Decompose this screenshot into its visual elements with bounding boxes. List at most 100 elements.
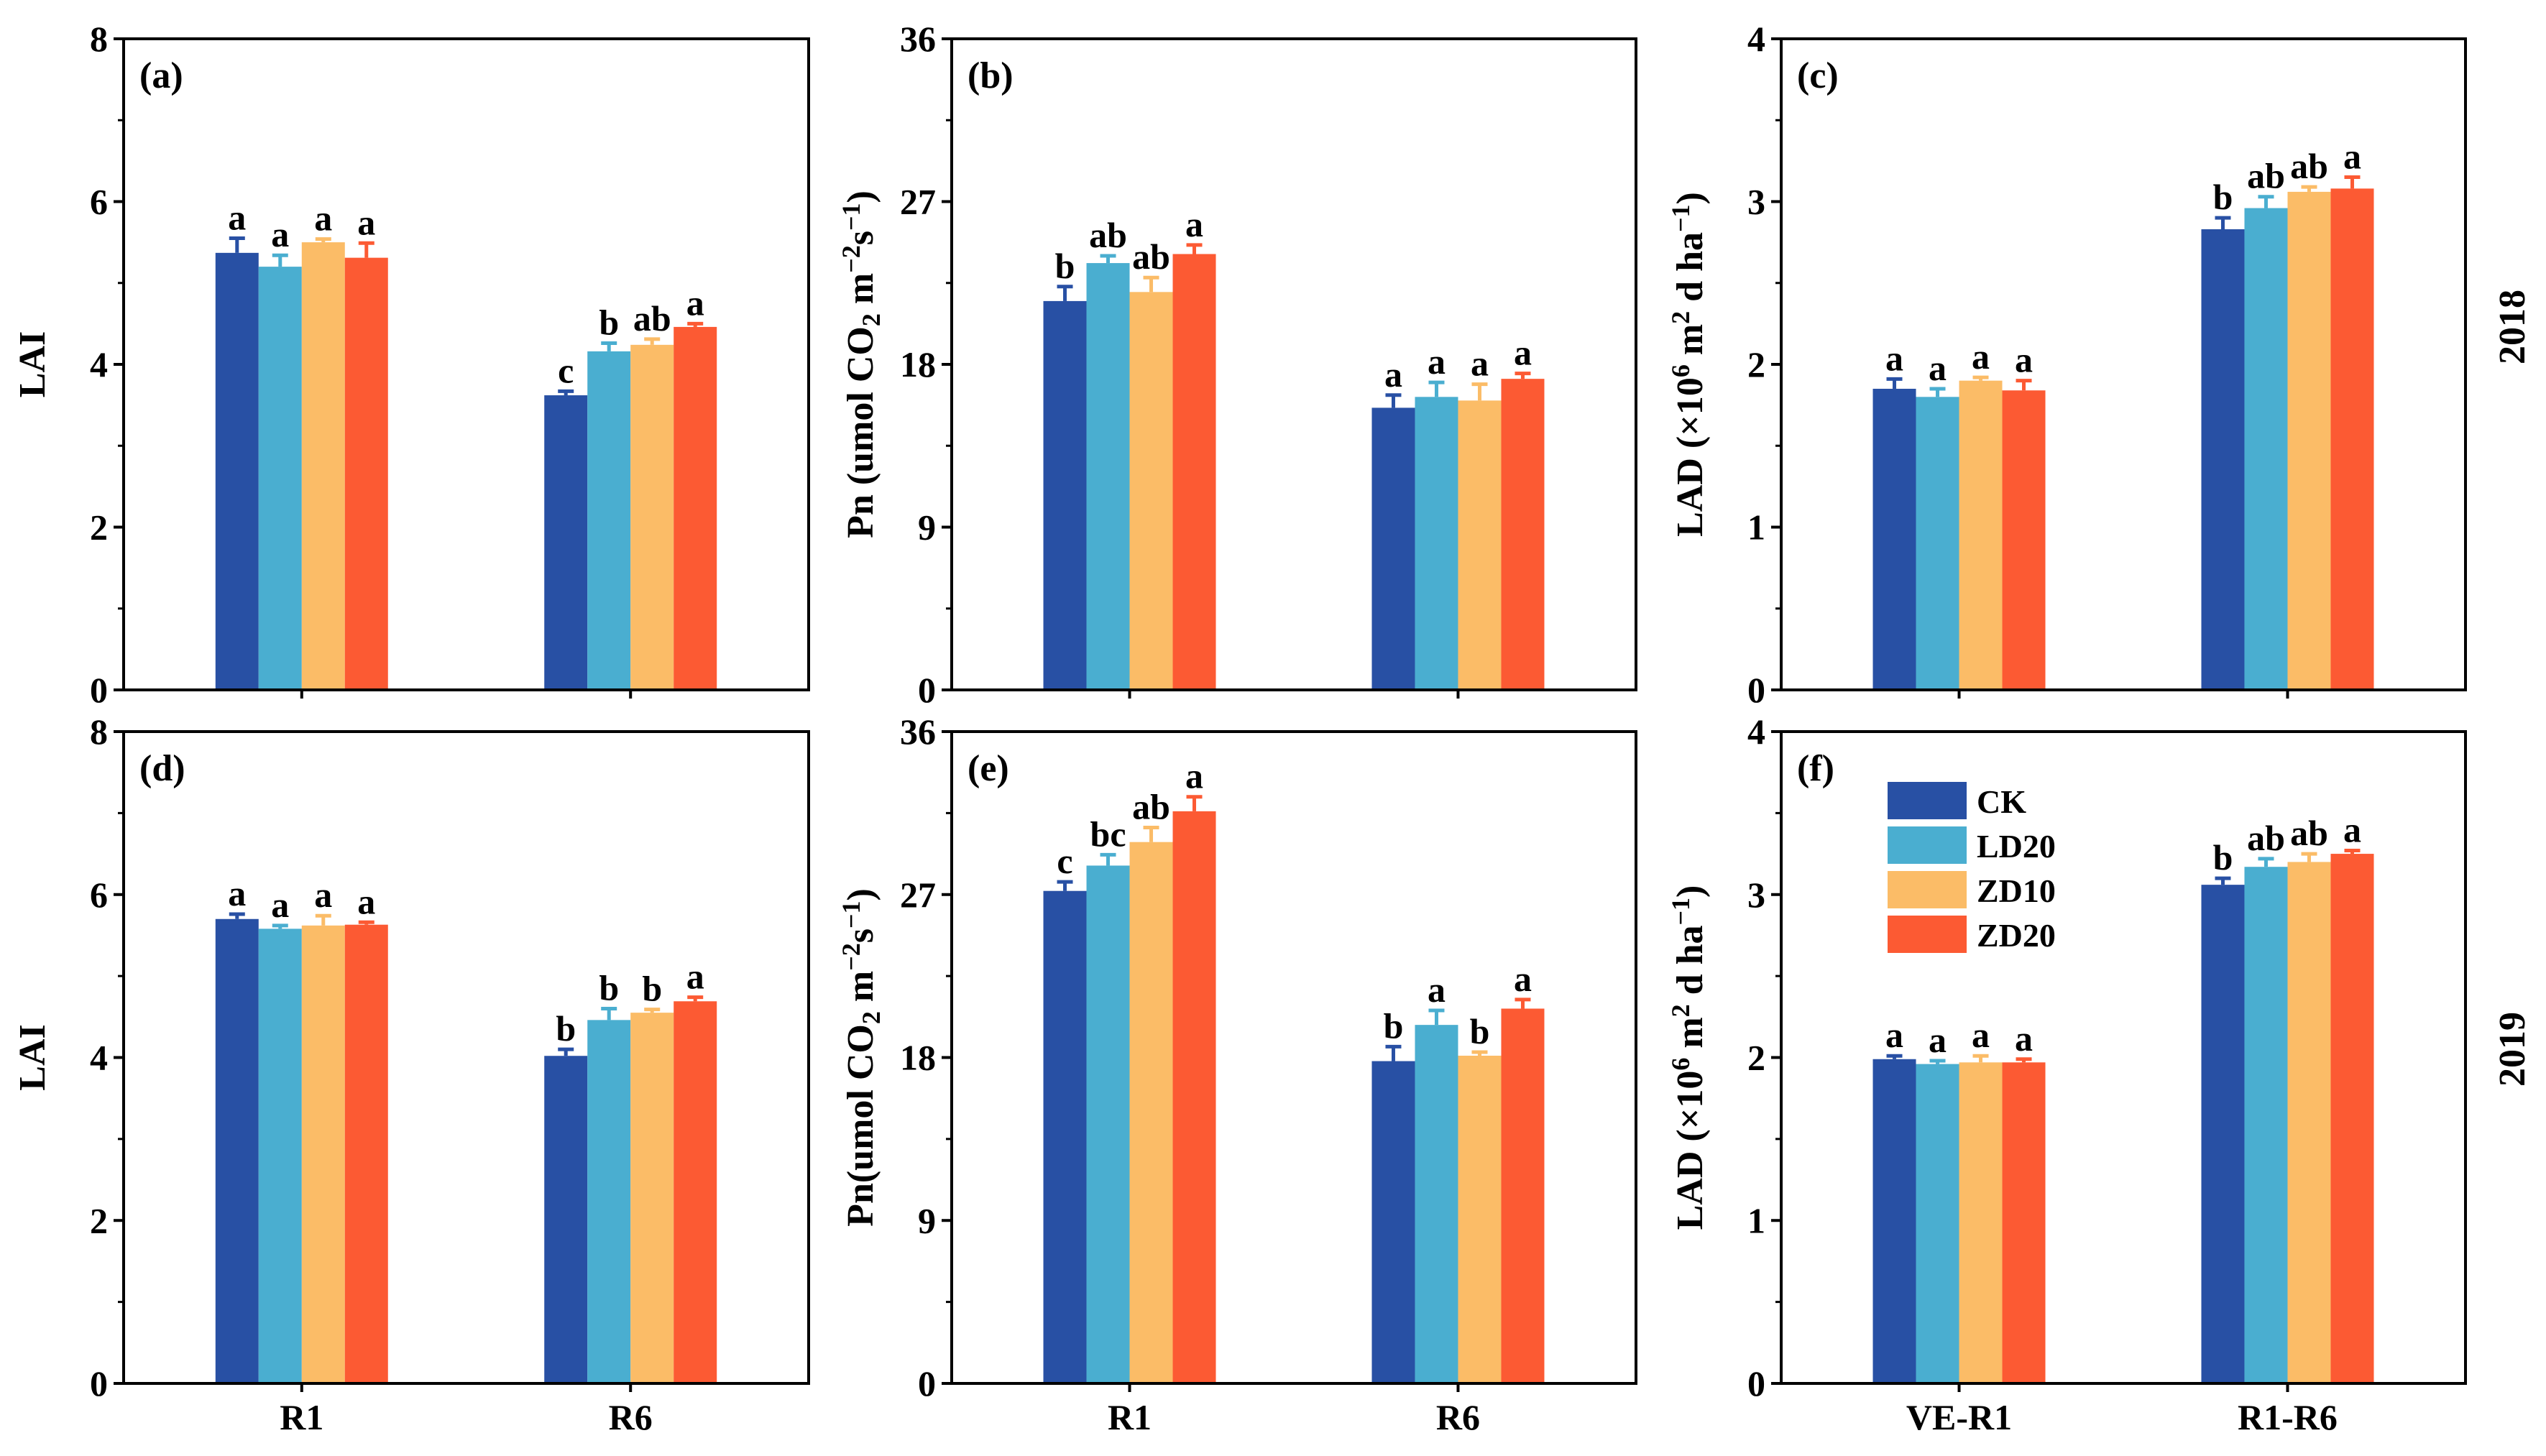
y-tick-label-b-0: 0 xyxy=(918,670,936,710)
bar-e-ld20-r1 xyxy=(1086,865,1130,1383)
bar-c-zd20-r1-r6 xyxy=(2330,188,2374,690)
sig-letter-a-ck-r6: c xyxy=(558,350,574,390)
bar-a-ld20-r1 xyxy=(258,267,302,691)
bar-c-ck-ve-r1 xyxy=(1872,388,1916,690)
y-tick-label-f-1: 1 xyxy=(1747,1200,1765,1240)
legend-label-ld20: LD20 xyxy=(1977,828,2056,865)
y-tick-label-e-27: 27 xyxy=(900,875,936,915)
bar-b-zd10-r6 xyxy=(1458,400,1502,690)
bar-b-zd20-r6 xyxy=(1501,379,1545,690)
bar-e-zd20-r6 xyxy=(1501,1008,1545,1383)
sig-letter-b-zd20-r6: a xyxy=(1514,333,1532,373)
sig-letter-b-zd10-r1: ab xyxy=(1132,236,1170,277)
sig-letter-e-ck-r6: b xyxy=(1384,1005,1404,1046)
sig-letter-c-ck-r1-r6: b xyxy=(2213,177,2233,217)
y-tick-label-e-0: 0 xyxy=(918,1363,936,1404)
bar-d-zd10-r1 xyxy=(301,925,345,1383)
x-tick-label-d-r1: R1 xyxy=(280,1397,323,1437)
y-tick-label-b-27: 27 xyxy=(900,182,936,222)
legend: CK LD20 ZD10 ZD20 xyxy=(1888,782,2056,954)
bar-b-ck-r1 xyxy=(1043,300,1087,691)
y-tick-label-d-0: 0 xyxy=(90,1363,108,1404)
bar-f-ld20-r1-r6 xyxy=(2244,867,2288,1383)
bar-e-zd10-r6 xyxy=(1458,1055,1502,1383)
bar-d-zd20-r1 xyxy=(344,924,388,1383)
bar-d-ld20-r6 xyxy=(587,1020,631,1383)
sig-letter-c-zd20-r1-r6: a xyxy=(2343,137,2361,177)
sig-letter-e-ck-r1: c xyxy=(1057,841,1072,881)
sig-letter-a-zd10-r1: a xyxy=(314,198,332,239)
sig-letter-e-zd10-r6: b xyxy=(1470,1011,1490,1051)
bar-f-ck-ve-r1 xyxy=(1872,1059,1916,1383)
y-tick-label-b-9: 9 xyxy=(918,507,936,548)
y-axis-label-f: LAD (×106 m2 d ha−1) xyxy=(1666,885,1711,1230)
sig-letter-d-zd10-r6: b xyxy=(642,969,662,1009)
bar-a-zd20-r6 xyxy=(674,326,717,690)
bar-e-ck-r1 xyxy=(1043,890,1087,1383)
sig-letter-b-ck-r6: a xyxy=(1384,354,1402,395)
y-tick-label-c-3: 3 xyxy=(1747,182,1765,222)
bar-a-zd10-r1 xyxy=(301,242,345,690)
y-tick-label-f-0: 0 xyxy=(1747,1363,1765,1404)
y-axis-label-d: LAI xyxy=(12,1024,53,1090)
legend-label-zd20: ZD20 xyxy=(1977,917,2056,954)
y-tick-label-a-4: 4 xyxy=(90,344,108,384)
sig-letter-b-ck-r1: b xyxy=(1055,246,1075,286)
panel-label-c: (c) xyxy=(1797,55,1839,96)
bar-b-ld20-r6 xyxy=(1415,397,1458,690)
sig-letter-d-zd10-r1: a xyxy=(314,875,332,915)
sig-letter-b-zd10-r6: a xyxy=(1471,344,1489,384)
sig-letter-a-zd10-r6: ab xyxy=(633,298,671,338)
sig-letter-d-ld20-r6: b xyxy=(599,967,619,1008)
row-label-2019: 2019 xyxy=(2492,1012,2533,1087)
y-tick-label-d-8: 8 xyxy=(90,711,108,752)
bar-a-zd20-r1 xyxy=(344,257,388,691)
sig-letter-a-zd20-r6: a xyxy=(686,282,704,323)
bar-d-ck-r1 xyxy=(215,918,259,1383)
sig-letter-c-ld20-r1-r6: ab xyxy=(2247,156,2285,196)
y-tick-label-c-2: 2 xyxy=(1747,344,1765,384)
sig-letter-c-zd10-r1-r6: ab xyxy=(2290,146,2328,186)
y-tick-label-a-0: 0 xyxy=(90,670,108,710)
legend-swatch-ck xyxy=(1888,782,1967,819)
bar-f-ld20-ve-r1 xyxy=(1916,1064,1959,1383)
sig-letter-a-ck-r1: a xyxy=(228,197,246,237)
bar-b-zd10-r1 xyxy=(1129,292,1173,690)
y-tick-label-c-4: 4 xyxy=(1747,19,1765,59)
bar-c-ck-r1-r6 xyxy=(2201,229,2245,690)
sig-letter-f-ld20-r1-r6: ab xyxy=(2247,818,2285,858)
sig-letter-e-zd20-r6: a xyxy=(1514,959,1532,999)
bar-a-ld20-r6 xyxy=(587,351,631,690)
sig-letter-f-zd20-r1-r6: a xyxy=(2343,810,2361,850)
bar-c-ld20-r1-r6 xyxy=(2244,208,2288,690)
sig-letter-e-zd20-r1: a xyxy=(1185,756,1203,796)
sig-letter-b-zd20-r1: a xyxy=(1185,204,1203,244)
bar-b-ld20-r1 xyxy=(1086,263,1130,691)
y-tick-label-f-4: 4 xyxy=(1747,711,1765,752)
bar-e-ld20-r6 xyxy=(1415,1025,1458,1383)
bar-a-ck-r6 xyxy=(544,395,588,690)
bar-f-zd10-ve-r1 xyxy=(1959,1062,2003,1383)
x-tick-label-f-ve-r1: VE-R1 xyxy=(1906,1397,2012,1437)
y-tick-label-b-18: 18 xyxy=(900,344,936,384)
y-axis-label-a: LAI xyxy=(12,331,53,397)
y-tick-label-c-0: 0 xyxy=(1747,670,1765,710)
bar-a-ck-r1 xyxy=(215,252,259,690)
sig-letter-a-ld20-r6: b xyxy=(599,303,619,343)
y-axis-label-b: Pn (umol CO2 m−2s−1) xyxy=(837,190,886,538)
bar-e-zd20-r1 xyxy=(1172,811,1216,1383)
bar-d-zd10-r6 xyxy=(630,1013,674,1383)
sig-letter-c-ck-ve-r1: a xyxy=(1885,338,1903,378)
sig-letter-f-zd20-ve-r1: a xyxy=(2015,1018,2033,1059)
panel-label-d: (d) xyxy=(139,748,185,789)
x-tick-label-d-r6: R6 xyxy=(609,1397,653,1437)
y-axis-label-e: Pn(umol CO2 m−2s−1) xyxy=(837,888,886,1227)
panel-label-a: (a) xyxy=(139,55,183,96)
bar-f-zd20-r1-r6 xyxy=(2330,854,2374,1383)
panel-label-e: (e) xyxy=(968,748,1009,789)
bar-b-ck-r6 xyxy=(1371,407,1415,690)
